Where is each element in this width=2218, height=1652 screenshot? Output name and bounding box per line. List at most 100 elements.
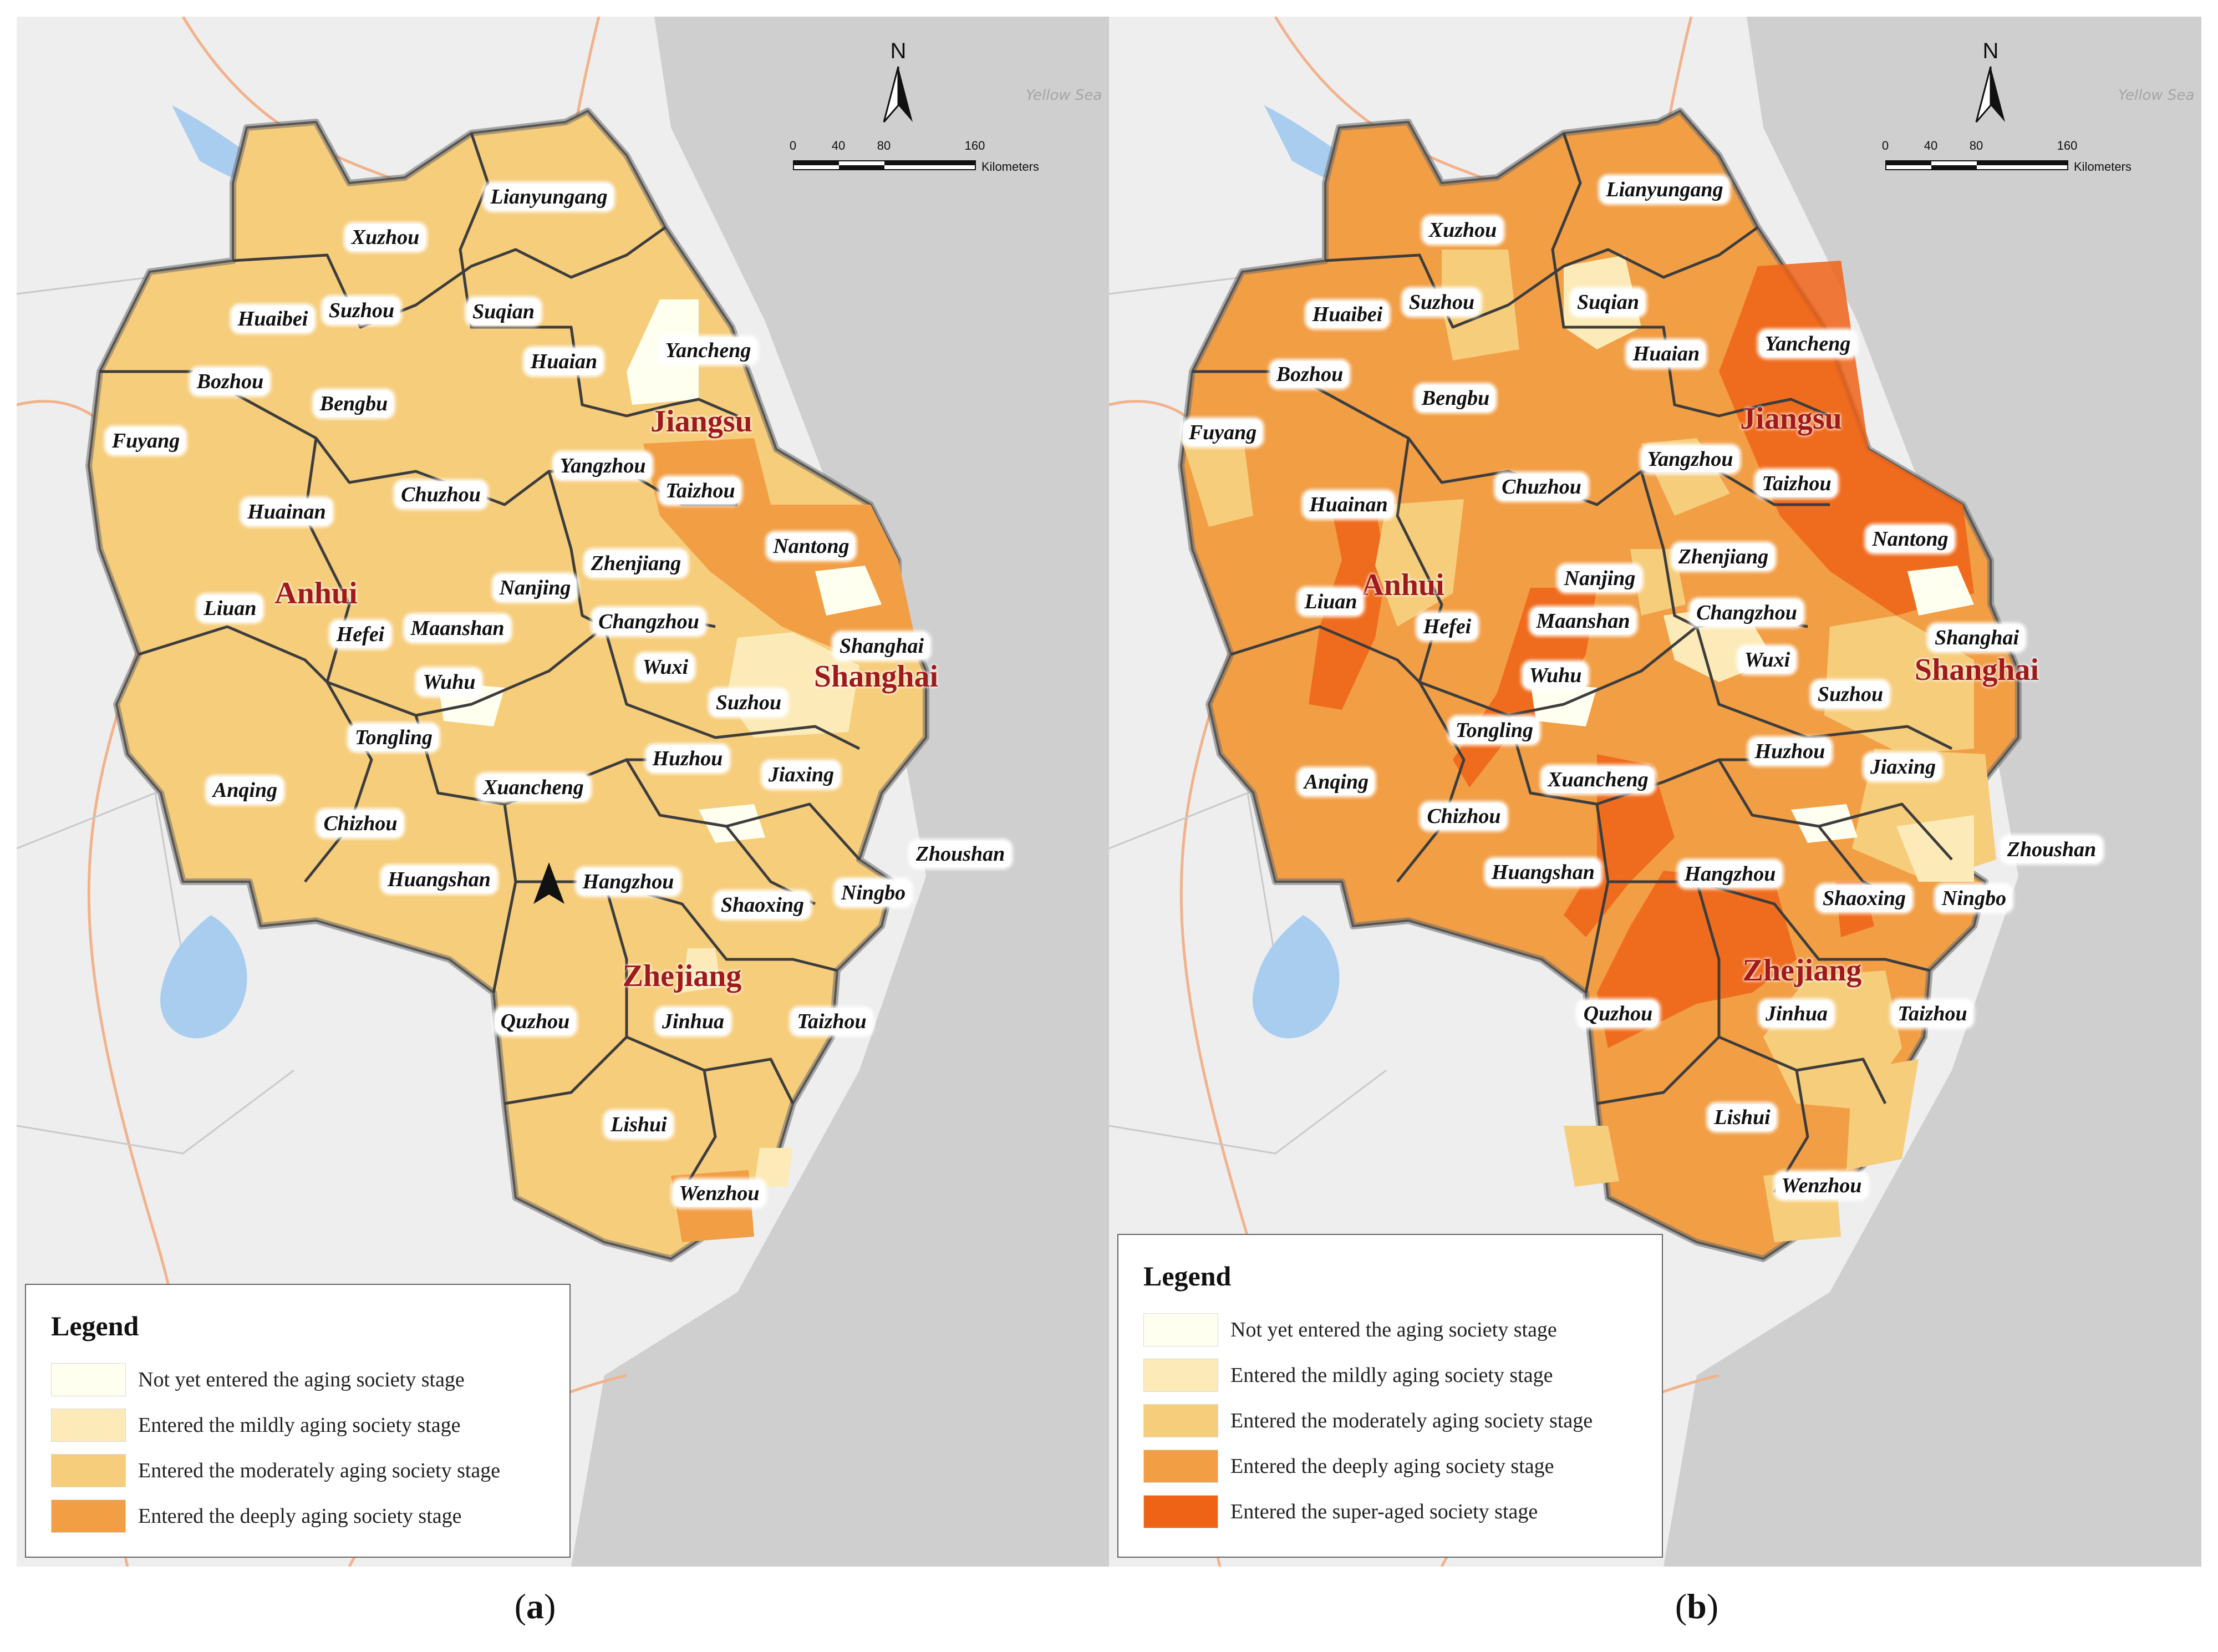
scale-unit: Kilometers <box>2074 160 2131 174</box>
province-label: Shanghai <box>1914 653 2039 687</box>
city-label: Hangzhou <box>577 868 680 895</box>
city-label: Jinhua <box>1760 1000 1833 1027</box>
city-label: Wuxi <box>1738 647 1796 673</box>
city-label: Chuzhou <box>395 481 486 508</box>
city-label: Huaian <box>1627 340 1706 367</box>
city-label: Shaoxing <box>715 892 810 918</box>
city-label: Wuhu <box>417 669 481 695</box>
city-label: Bozhou <box>191 368 269 395</box>
city-label: Wuxi <box>637 654 694 680</box>
legend-swatch <box>1143 1450 1218 1483</box>
city-label: Suzhou <box>1403 289 1481 316</box>
city-label: Jinhua <box>657 1008 730 1035</box>
legend-swatch <box>1143 1313 1218 1346</box>
city-label: Anqing <box>1298 769 1375 795</box>
north-label: N <box>890 39 907 63</box>
sea-label: Yellow Sea <box>2118 87 2194 104</box>
city-label: Bengbu <box>314 390 394 417</box>
city-label: Anqing <box>207 777 283 804</box>
province-label: Zhejiang <box>622 959 742 993</box>
scale-tick: 160 <box>2057 139 2078 153</box>
north-arrow-icon <box>883 66 913 123</box>
sea-label: Yellow Sea <box>1026 87 1102 104</box>
province-label: Anhui <box>1361 568 1444 602</box>
caption-b: (b) <box>1675 1587 1719 1626</box>
province-label: Zhejiang <box>1742 953 1862 988</box>
caption-a-letter: a <box>526 1587 544 1626</box>
city-label: Bozhou <box>1270 361 1349 388</box>
city-label: Huaibei <box>232 306 314 332</box>
city-label: Huainan <box>1304 491 1393 518</box>
legend-item: Not yet entered the aging society stage <box>1143 1313 1557 1347</box>
north-arrow-icon <box>1975 66 2005 123</box>
basemap-b: Yellow Sea <box>1109 17 2201 1567</box>
city-label: Liuan <box>1299 588 1363 615</box>
city-label: Quzhou <box>495 1008 576 1035</box>
legend-label: Entered the moderately aging society sta… <box>1230 1409 1593 1432</box>
city-label: Hefei <box>330 621 390 648</box>
legend-swatch <box>51 1409 126 1442</box>
city-label: Yangzhou <box>554 453 652 479</box>
north-arrow: N <box>876 39 920 128</box>
legend-swatch <box>51 1454 126 1487</box>
city-label: Ningbo <box>1936 885 2012 912</box>
legend-item: Entered the moderately aging society sta… <box>1143 1404 1593 1438</box>
city-label: Quzhou <box>1578 1000 1659 1027</box>
city-label: Bengbu <box>1416 385 1495 411</box>
legend-label: Not yet entered the aging society stage <box>138 1368 465 1391</box>
city-label: Chizhou <box>318 810 403 837</box>
city-label: Hefei <box>1417 613 1477 640</box>
map-panel-a: Yellow Sea <box>17 17 1109 1567</box>
city-label: Suzhou <box>710 689 787 716</box>
legend-label: Entered the moderately aging society sta… <box>138 1459 501 1482</box>
scale-tick: 0 <box>789 139 797 153</box>
legend-title: Legend <box>1143 1260 1232 1292</box>
legend-item: Not yet entered the aging society stage <box>51 1363 465 1397</box>
city-label: Fuyang <box>1183 419 1263 446</box>
legend-swatch <box>1143 1359 1218 1392</box>
pointer-arrow-icon <box>533 862 564 904</box>
city-label: Zhoushan <box>2001 836 2102 863</box>
scale-tick: 80 <box>1969 139 1983 153</box>
city-label: Maanshan <box>405 615 510 642</box>
legend-a: Legend Not yet entered the aging society… <box>25 1284 571 1558</box>
city-label: Tongling <box>349 724 439 751</box>
scale-tick: 0 <box>1881 139 1889 153</box>
city-label: Zhenjiang <box>1672 543 1774 570</box>
city-label: Lishui <box>605 1111 673 1138</box>
map-panel-b: Yellow Sea <box>1109 17 2201 1567</box>
city-label: Lianyungang <box>1600 176 1729 203</box>
scale-tick: 40 <box>1924 139 1938 153</box>
city-label: Ningbo <box>835 880 912 906</box>
city-label: Huaian <box>525 348 603 375</box>
city-label: Xuzhou <box>1423 217 1503 243</box>
scale-bar-graphic <box>793 160 976 170</box>
province-label: Jiangsu <box>1740 401 1842 436</box>
city-label: Wenzhou <box>1776 1172 1868 1199</box>
city-label: Nanjing <box>1558 565 1641 592</box>
city-label: Xuancheng <box>1542 766 1654 793</box>
city-label: Suzhou <box>1812 681 1889 708</box>
caption-b-letter: b <box>1687 1587 1707 1626</box>
city-label: Shanghai <box>833 633 930 659</box>
legend-b: Legend Not yet entered the aging society… <box>1117 1234 1663 1558</box>
legend-label: Entered the super-aged society stage <box>1230 1500 1538 1523</box>
city-label: Jiaxing <box>1864 754 1942 780</box>
city-label: Hangzhou <box>1678 861 1782 887</box>
city-label: Huaibei <box>1306 301 1388 328</box>
city-label: Huzhou <box>647 745 729 772</box>
legend-item: Entered the super-aged society stage <box>1143 1495 1538 1529</box>
city-label: Fuyang <box>106 428 186 454</box>
city-label: Suzhou <box>323 297 400 324</box>
city-label: Nantong <box>767 533 855 560</box>
province-label: Anhui <box>274 576 358 611</box>
city-label: Huangshan <box>382 866 496 893</box>
legend-swatch <box>51 1499 126 1533</box>
legend-label: Not yet entered the aging society stage <box>1230 1318 1557 1341</box>
city-label: Nantong <box>1866 526 1954 552</box>
legend-item: Entered the moderately aging society sta… <box>51 1453 500 1488</box>
city-label: Zhenjiang <box>585 550 687 577</box>
city-label: Chizhou <box>1421 803 1507 830</box>
north-arrow: N <box>1968 39 2013 128</box>
province-label: Shanghai <box>813 659 939 694</box>
